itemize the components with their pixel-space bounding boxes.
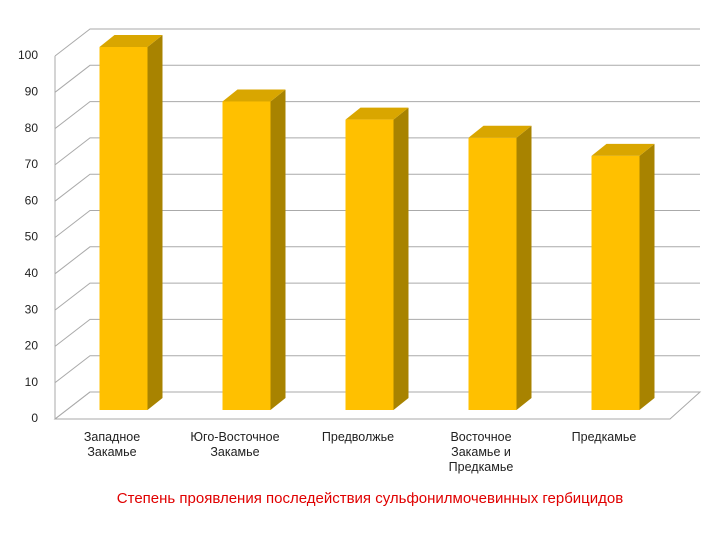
bar-side (516, 125, 532, 410)
y-tick-label: 60 (25, 193, 39, 207)
y-tick-label: 90 (25, 84, 39, 98)
bar-top (345, 107, 409, 120)
y-tick-label: 70 (25, 157, 39, 171)
bar-top (591, 143, 655, 156)
bar-top (468, 125, 532, 138)
x-tick-label: Предкамье (571, 430, 637, 444)
y-tick-label: 50 (25, 230, 39, 244)
x-tick-label: Западное Закамье (83, 430, 141, 459)
bar-side (147, 35, 163, 410)
grid-line (54, 64, 700, 93)
bar (345, 119, 394, 410)
bar (468, 137, 517, 410)
y-tick-label: 0 (31, 411, 38, 425)
bar-side (639, 143, 655, 410)
bar (222, 101, 271, 410)
y-tick-label: 20 (25, 339, 39, 353)
y-tick-label: 30 (25, 302, 39, 316)
bar (591, 155, 640, 410)
bar (99, 47, 148, 410)
x-tick-label: Восточное Закамье и Предкамье (448, 430, 514, 474)
chart-title: Степень проявления последействия сульфон… (116, 490, 624, 507)
y-tick-label: 100 (18, 48, 38, 62)
bar-side (270, 89, 286, 410)
y-tick-label: 10 (25, 375, 39, 389)
grid-line (54, 101, 700, 129)
bar-top (99, 35, 163, 47)
bar-side (393, 107, 409, 410)
x-tick-label: Предволжье (321, 430, 395, 444)
y-tick-label: 40 (25, 266, 39, 280)
bar-top (222, 89, 286, 102)
x-tick-label: Юго-Восточное Закамье (190, 430, 280, 459)
grid-line (54, 28, 700, 57)
y-tick-label: 80 (25, 121, 39, 135)
